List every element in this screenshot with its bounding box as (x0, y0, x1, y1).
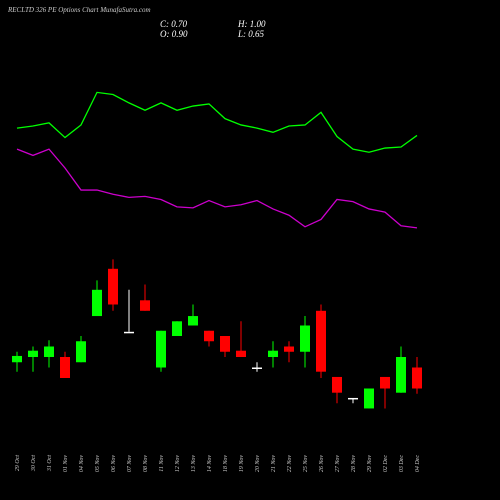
x-tick-label: 13 Nov (191, 455, 197, 473)
candle-body (172, 321, 182, 336)
x-tick-label: 29 Nov (367, 455, 373, 473)
candle-body (236, 350, 246, 357)
candle-body (44, 346, 54, 357)
candle-body (348, 397, 358, 400)
chart-title: RECLTD 326 PE Options Chart MunafaSutra.… (7, 6, 151, 14)
x-tick-label: 05 Nov (95, 455, 101, 473)
candle-body (252, 367, 262, 369)
candle-body (316, 310, 326, 372)
low-info: L: 0.65 (237, 29, 265, 39)
close-info: C: 0.70 (160, 19, 188, 29)
candle-body (92, 289, 102, 317)
x-tick-label: 03 Dec (399, 455, 405, 472)
x-tick-label: 04 Nov (78, 455, 85, 473)
candle-body (76, 341, 86, 363)
candle-body (268, 350, 278, 357)
x-tick-label: 02 Dec (383, 455, 389, 472)
candle-body (124, 331, 134, 334)
candle-body (60, 357, 70, 378)
x-tick-label: 27 Nov (335, 455, 341, 473)
candle-body (412, 367, 422, 389)
candle-body (204, 330, 214, 342)
x-tick-label: 31 Oct (47, 455, 53, 472)
x-tick-label: 11 Nov (159, 455, 165, 472)
x-tick-label: 22 Nov (287, 455, 293, 473)
candle-body (364, 388, 374, 409)
candle-body (332, 376, 342, 393)
x-tick-label: 06 Nov (111, 455, 117, 473)
high-info: H: 1.00 (237, 19, 266, 29)
x-tick-label: 29 Oct (15, 455, 21, 471)
candle-body (284, 346, 294, 352)
x-tick-label: 25 Nov (303, 455, 309, 473)
candle-body (108, 268, 118, 305)
candle-body (396, 357, 406, 393)
candle-body (28, 350, 38, 357)
x-tick-label: 18 Nov (223, 455, 229, 473)
candle-body (140, 300, 150, 311)
x-tick-label: 01 Nov (63, 455, 69, 473)
x-tick-label: 04 Dec (414, 455, 421, 472)
candle-body (156, 330, 166, 368)
open-info: O: 0.90 (160, 29, 188, 39)
indicator-line (16, 91, 418, 153)
x-tick-label: 08 Nov (143, 455, 149, 473)
x-tick-label: 20 Nov (255, 455, 261, 473)
x-tick-label: 28 Nov (351, 455, 357, 473)
candle-body (220, 336, 230, 352)
x-tick-label: 26 Nov (319, 455, 325, 473)
x-tick-label: 12 Nov (175, 455, 181, 473)
x-tick-label: 19 Nov (239, 455, 245, 473)
candle-body (188, 316, 198, 326)
x-tick-label: 14 Nov (206, 455, 213, 473)
indicator-line (16, 148, 418, 229)
x-tick-label: 21 Nov (271, 455, 277, 473)
candle-body (12, 355, 22, 363)
x-tick-label: 07 Nov (127, 455, 133, 473)
x-tick-label: 30 Oct (31, 455, 37, 472)
candle-body (380, 376, 390, 389)
candle-body (300, 325, 310, 352)
